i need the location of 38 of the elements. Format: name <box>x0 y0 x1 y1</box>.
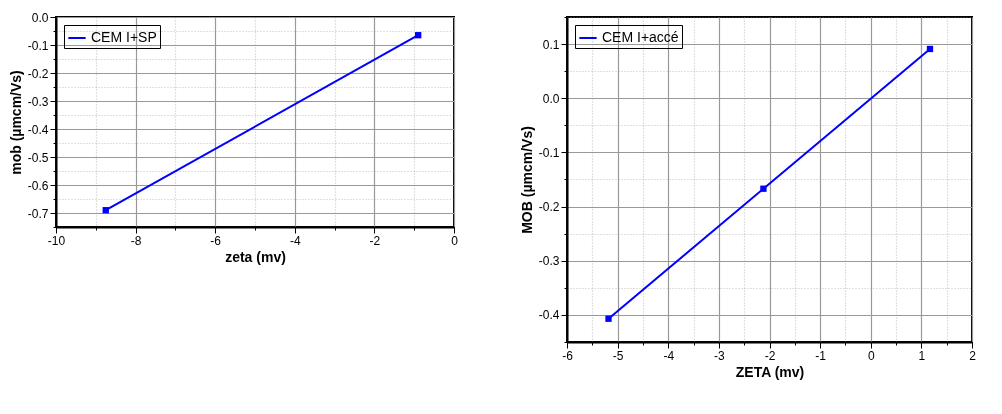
y-tick-label: -0.3 <box>27 94 49 109</box>
x-tick-label: -2 <box>369 233 381 248</box>
y-tick-label: -0.2 <box>27 66 49 81</box>
point <box>926 45 934 53</box>
y-tick-label: -0.5 <box>27 150 49 165</box>
y-tick-label: -0.2 <box>538 200 560 215</box>
y-tick-label: 0.0 <box>542 91 560 106</box>
x-tick-label: 2 <box>969 348 977 363</box>
y-tick-label: -0.4 <box>27 122 49 137</box>
x-tick-label: -10 <box>47 233 66 248</box>
x-tick-label: -2 <box>764 348 776 363</box>
legend-label: CEM I+SP <box>91 29 157 45</box>
x-tick-label: -4 <box>289 233 301 248</box>
x-tick-label: -3 <box>714 348 726 363</box>
x-tick-label: -8 <box>130 233 142 248</box>
y-tick-label: -0.4 <box>538 308 560 323</box>
point <box>760 185 767 192</box>
x-tick-label: -4 <box>663 348 675 363</box>
x-axis-title: zeta (mv) <box>225 248 286 265</box>
x-tick-label: 0 <box>867 348 875 363</box>
y-tick-label: -0.3 <box>538 254 560 269</box>
x-tick-label: 0 <box>451 233 459 248</box>
x-tick-label: -6 <box>562 348 574 363</box>
point <box>605 315 612 322</box>
y-tick-label: -0.7 <box>27 206 49 221</box>
x-tick-label: 1 <box>918 348 926 363</box>
y-tick-label: -0.1 <box>538 145 560 160</box>
y-tick-label: 0.0 <box>31 10 49 25</box>
x-tick-label: -5 <box>612 348 624 363</box>
y-tick-label: 0.1 <box>542 37 560 52</box>
y-axis-title: MOB (µmcm/Vs) <box>518 126 535 234</box>
legend-label: CEM I+accé <box>602 29 679 45</box>
y-tick-label: -0.6 <box>27 178 49 193</box>
x-axis-title: ZETA (mv) <box>735 363 805 380</box>
x-tick-label: -1 <box>815 348 827 363</box>
y-tick-label: -0.1 <box>27 38 49 53</box>
x-tick-label: -6 <box>210 233 222 248</box>
y-axis-title: mob (µmcm/Vs) <box>7 70 24 175</box>
